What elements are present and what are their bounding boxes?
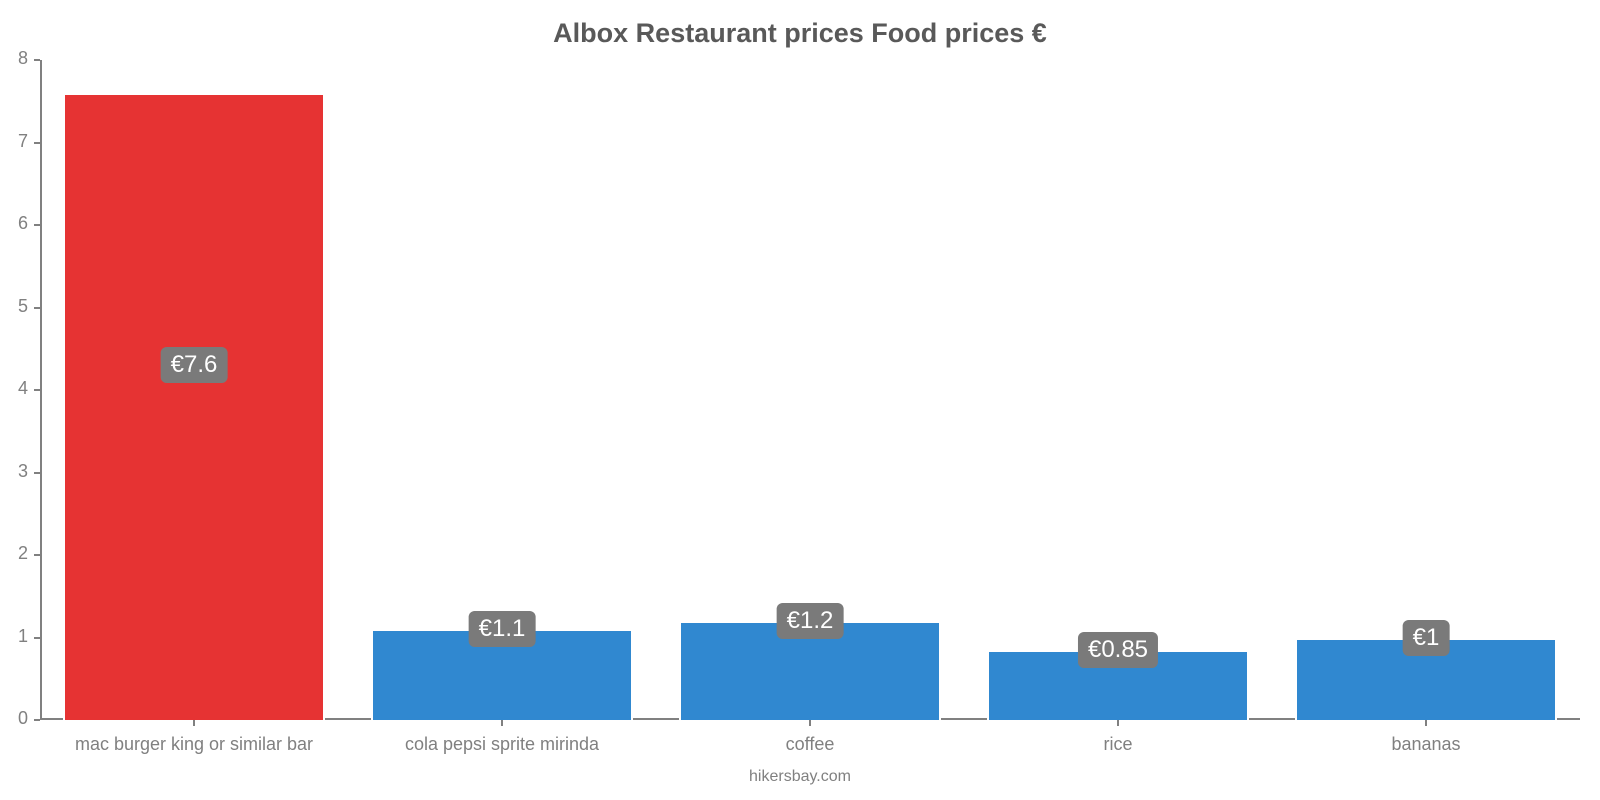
y-tick xyxy=(34,142,40,144)
x-tick xyxy=(1425,720,1427,726)
x-tick-label: mac burger king or similar bar xyxy=(75,734,313,755)
y-tick-label: 2 xyxy=(18,543,28,564)
chart-title: Albox Restaurant prices Food prices € xyxy=(0,18,1600,49)
value-badge: €0.85 xyxy=(1078,632,1158,668)
bar xyxy=(63,93,325,720)
y-tick xyxy=(34,59,40,61)
y-tick-label: 1 xyxy=(18,626,28,647)
y-tick xyxy=(34,554,40,556)
y-axis xyxy=(40,60,42,720)
y-tick xyxy=(34,719,40,721)
y-tick xyxy=(34,224,40,226)
y-tick xyxy=(34,389,40,391)
y-tick-label: 8 xyxy=(18,48,28,69)
y-tick-label: 5 xyxy=(18,296,28,317)
value-badge: €1.2 xyxy=(777,603,844,639)
credit-text: hikersbay.com xyxy=(0,768,1600,786)
y-tick-label: 0 xyxy=(18,708,28,729)
value-badge: €1 xyxy=(1403,620,1450,656)
chart-plot: 012345678€7.6mac burger king or similar … xyxy=(40,60,1580,720)
y-tick-label: 4 xyxy=(18,378,28,399)
y-tick-label: 7 xyxy=(18,131,28,152)
x-tick-label: rice xyxy=(1103,734,1132,755)
x-tick-label: cola pepsi sprite mirinda xyxy=(405,734,599,755)
x-tick xyxy=(1117,720,1119,726)
x-tick xyxy=(501,720,503,726)
value-badge: €1.1 xyxy=(469,611,536,647)
y-tick-label: 3 xyxy=(18,461,28,482)
x-tick-label: bananas xyxy=(1391,734,1460,755)
x-tick xyxy=(809,720,811,726)
y-tick xyxy=(34,307,40,309)
x-tick-label: coffee xyxy=(786,734,835,755)
value-badge: €7.6 xyxy=(161,347,228,383)
y-tick-label: 6 xyxy=(18,213,28,234)
x-tick xyxy=(193,720,195,726)
y-tick xyxy=(34,472,40,474)
y-tick xyxy=(34,637,40,639)
